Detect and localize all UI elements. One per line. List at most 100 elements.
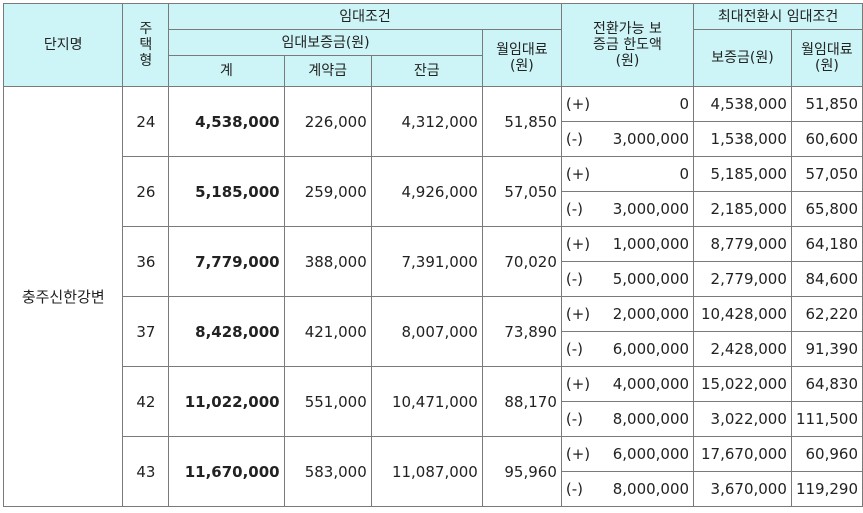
max-deposit-cell: 17,670,000 [693,436,792,472]
table-row: 36 7,779,000 388,000 7,391,000 70,020 (+) 1,00… [4,226,863,297]
unit-type-cell: 24 [122,86,170,157]
header-monthly-rent: 월임대료(원) [481,29,562,87]
table-row: (-) 3,000,000 1,538,000 60,600 [4,121,863,157]
deposit-total-cell: 5,185,000 [168,156,285,227]
conversion-limit-cell: 8,000,000 [605,401,695,437]
monthly-rent-cell: 73,890 [481,296,562,367]
unit-type-cell: 26 [122,156,170,227]
unit-type-cell: 42 [122,366,170,437]
table-row: 37 8,428,000 421,000 8,007,000 73,890 (+) 2,00… [4,296,863,367]
table-row: (-) 3,000,000 2,185,000 65,800 [4,191,863,227]
deposit-total-cell: 8,428,000 [168,296,285,367]
conversion-limit-cell: 6,000,000 [605,331,695,367]
balance-cell: 11,087,000 [370,436,483,507]
max-deposit-cell: 15,022,000 [693,366,792,402]
monthly-rent-cell: 57,050 [481,156,562,227]
max-deposit-cell: 8,779,000 [693,226,792,262]
conversion-limit-cell: 3,000,000 [605,121,695,157]
conversion-sign-cell: (+) [560,156,606,192]
deposit-total-cell: 11,670,000 [168,436,285,507]
header-rent-conditions: 임대조건 [168,3,562,30]
header-contract-fee: 계약금 [283,55,372,87]
unit-type-cell: 37 [122,296,170,367]
header-max-deposit: 보증금(원) [693,29,792,87]
max-deposit-cell: 2,428,000 [693,331,792,367]
unit-type-cell: 43 [122,436,170,507]
max-deposit-cell: 5,185,000 [693,156,792,192]
header-max-conversion: 최대전환시 임대조건 [693,3,863,30]
conversion-sign-cell: (-) [560,331,606,367]
conversion-sign-cell: (-) [560,121,606,157]
conversion-limit-cell: 1,000,000 [605,226,695,262]
monthly-rent-cell: 88,170 [481,366,562,437]
max-monthly-rent-cell: 64,830 [790,366,863,402]
complex-name-cell: 충주신한강변 [2,86,124,507]
header-convertible-limit: 전환가능 보증금 한도액(원) [560,3,695,87]
conversion-sign-cell: (-) [560,401,606,437]
header-total: 계 [168,55,285,87]
max-deposit-cell: 1,538,000 [693,121,792,157]
max-monthly-rent-cell: 51,850 [790,86,863,122]
conversion-limit-cell: 4,000,000 [605,366,695,402]
header-type: 주택형 [122,3,170,87]
max-deposit-cell: 4,538,000 [693,86,792,122]
max-deposit-cell: 10,428,000 [693,296,792,332]
table-row: (-) 6,000,000 2,428,000 91,390 [4,331,863,367]
conversion-limit-cell: 8,000,000 [605,471,695,507]
table-row: 42 11,022,000 551,000 10,471,000 88,170 (+) 4,… [4,366,863,437]
max-deposit-cell: 3,670,000 [693,471,792,507]
table-row: 26 5,185,000 259,000 4,926,000 57,050 (+) 0 5,1… [4,156,863,227]
max-monthly-rent-cell: 119,290 [790,471,863,507]
deposit-total-cell: 4,538,000 [168,86,285,157]
table-row: (-) 8,000,000 3,022,000 111,500 [4,401,863,437]
balance-cell: 8,007,000 [370,296,483,367]
max-deposit-cell: 3,022,000 [693,401,792,437]
monthly-rent-cell: 70,020 [481,226,562,297]
monthly-rent-cell: 51,850 [481,86,562,157]
table-row: 충주신한강변 24 4,538,000 226,000 4,312,000 51,850(… [2,86,863,507]
conversion-sign-cell: (-) [560,471,606,507]
table-row: (-) 5,000,000 2,779,000 84,600 [4,261,863,297]
deposit-total-cell: 7,779,000 [168,226,285,297]
contract-fee-cell: 388,000 [283,226,372,297]
contract-fee-cell: 259,000 [283,156,372,227]
balance-cell: 7,391,000 [370,226,483,297]
conversion-sign-cell: (-) [560,191,606,227]
conversion-limit-cell: 0 [605,156,695,192]
conversion-sign-cell: (+) [560,366,606,402]
max-monthly-rent-cell: 57,050 [790,156,863,192]
max-monthly-rent-cell: 62,220 [790,296,863,332]
header-deposit: 임대보증금(원) [168,29,483,56]
conversion-sign-cell: (+) [560,436,606,472]
max-monthly-rent-cell: 91,390 [790,331,863,367]
conversion-sign-cell: (-) [560,261,606,297]
conversion-limit-cell: 0 [605,86,695,122]
max-deposit-cell: 2,185,000 [693,191,792,227]
max-monthly-rent-cell: 111,500 [790,401,863,437]
max-monthly-rent-cell: 60,600 [790,121,863,157]
contract-fee-cell: 226,000 [283,86,372,157]
table-body: 충주신한강변 24 4,538,000 226,000 4,312,000 51,850(… [2,86,863,507]
rent-conditions-table: 단지명 주택형 임대조건 전환가능 보증금 한도액(원) 최대전환시 임대조건 … [2,3,863,507]
table-row: 43 11,670,000 583,000 11,087,000 95,960 (+) 6,… [4,436,863,507]
conversion-sign-cell: (+) [560,226,606,262]
header-complex: 단지명 [2,3,124,87]
contract-fee-cell: 583,000 [283,436,372,507]
deposit-total-cell: 11,022,000 [168,366,285,437]
conversion-sign-cell: (+) [560,86,606,122]
max-monthly-rent-cell: 60,960 [790,436,863,472]
header-max-monthly-rent: 월임대료(원) [790,29,863,87]
header-balance: 잔금 [370,55,483,87]
unit-type-cell: 36 [122,226,170,297]
table-row: (-) 8,000,000 3,670,000 119,290 [4,471,863,507]
contract-fee-cell: 421,000 [283,296,372,367]
max-monthly-rent-cell: 84,600 [790,261,863,297]
monthly-rent-cell: 95,960 [481,436,562,507]
balance-cell: 4,926,000 [370,156,483,227]
max-deposit-cell: 2,779,000 [693,261,792,297]
conversion-limit-cell: 6,000,000 [605,436,695,472]
conversion-limit-cell: 5,000,000 [605,261,695,297]
conversion-limit-cell: 2,000,000 [605,296,695,332]
conversion-limit-cell: 3,000,000 [605,191,695,227]
max-monthly-rent-cell: 64,180 [790,226,863,262]
